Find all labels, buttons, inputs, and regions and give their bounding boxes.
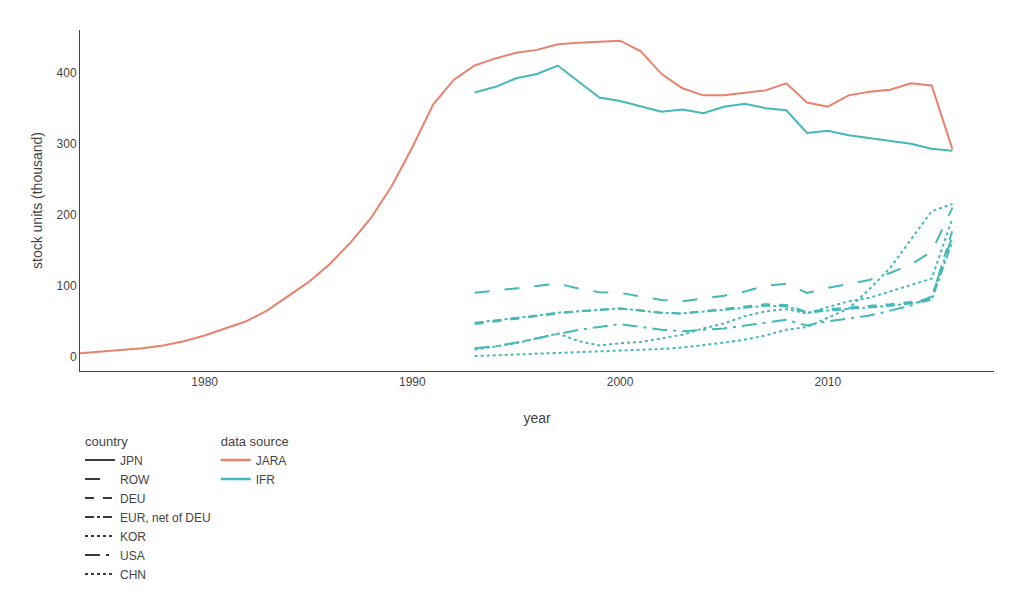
svg-text:stock units (thousand): stock units (thousand) [29,132,45,269]
svg-text:0: 0 [70,350,77,364]
svg-text:300: 300 [57,137,77,151]
svg-text:100: 100 [57,279,77,293]
svg-text:2000: 2000 [607,375,634,389]
svg-text:year: year [523,410,551,426]
svg-text:CHN: CHN [120,568,146,582]
svg-text:EUR, net of DEU: EUR, net of DEU [120,511,211,525]
svg-text:1980: 1980 [191,375,218,389]
svg-text:DEU: DEU [120,492,145,506]
svg-text:IFR: IFR [256,473,276,487]
svg-text:400: 400 [57,66,77,80]
svg-text:USA: USA [120,549,145,563]
svg-text:data source: data source [221,434,289,449]
svg-text:200: 200 [57,208,77,222]
svg-text:JPN: JPN [120,454,143,468]
svg-text:country: country [85,434,128,449]
svg-text:1990: 1990 [399,375,426,389]
svg-text:JARA: JARA [256,454,287,468]
svg-text:ROW: ROW [120,473,150,487]
svg-text:KOR: KOR [120,530,146,544]
svg-text:2010: 2010 [814,375,841,389]
